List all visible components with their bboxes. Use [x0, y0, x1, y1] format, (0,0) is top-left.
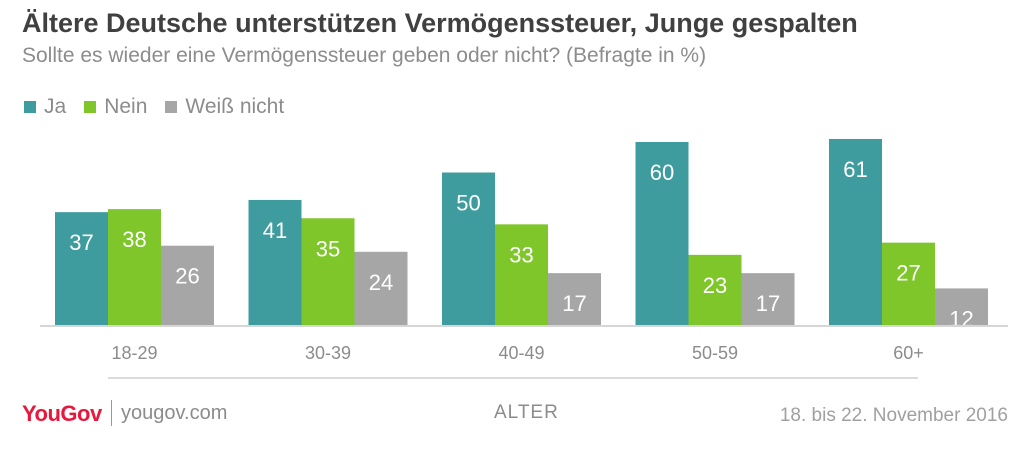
legend-item-nein: Nein	[84, 95, 147, 119]
bar-nein-50-59	[688, 254, 742, 325]
x-tick-label-50-59: 50-59	[692, 343, 738, 363]
data-label-nein-50-59: 23	[703, 273, 727, 298]
data-label-weiss-nicht-30-39: 24	[369, 270, 393, 295]
legend-label-nein: Nein	[104, 95, 148, 118]
chart-title: Ältere Deutsche unterstützen Vermögensst…	[22, 8, 858, 38]
bar-nein-30-39	[301, 218, 355, 325]
x-tick-label-40-49: 40-49	[498, 343, 544, 363]
bar-ja-50-59	[635, 142, 689, 325]
chart-subtitle: Sollte es wieder eine Vermögenssteuer ge…	[22, 44, 707, 67]
bar-weiss-nicht-40-49	[548, 273, 601, 325]
bar-weiss-nicht-30-39	[354, 251, 408, 325]
x-tick-label-30-39: 30-39	[305, 343, 351, 363]
bar-nein-60+	[882, 242, 935, 325]
data-label-weiss-nicht-18-29: 26	[175, 264, 199, 289]
data-label-nein-18-29: 38	[122, 227, 146, 252]
bar-ja-60+	[829, 138, 882, 325]
data-label-weiss-nicht-40-49: 17	[562, 291, 586, 316]
data-label-nein-40-49: 33	[509, 242, 533, 267]
footer-date: 18. bis 22. November 2016	[779, 405, 1008, 426]
legend-swatch-nein	[84, 101, 97, 113]
yougov-logo: YouGov	[22, 401, 102, 426]
bar-ja-30-39	[248, 199, 302, 325]
bar-ja-40-49	[442, 172, 495, 325]
bar-weiss-nicht-18-29	[161, 245, 214, 325]
data-label-nein-60+: 27	[896, 261, 920, 286]
legend-label-ja: Ja	[44, 95, 67, 118]
footer-divider	[111, 400, 112, 426]
data-label-ja-40-49: 50	[456, 191, 480, 216]
data-label-ja-30-39: 41	[263, 218, 287, 243]
legend-swatch-weiss-nicht	[165, 101, 178, 113]
bar-ja-18-29	[55, 212, 108, 325]
bar-weiss-nicht-60+	[935, 288, 988, 325]
footer-site-link[interactable]: yougov.com	[121, 402, 228, 424]
x-tick-label-18-29: 18-29	[111, 343, 157, 363]
bar-nein-40-49	[495, 224, 548, 325]
data-label-weiss-nicht-50-59: 17	[756, 291, 780, 316]
data-label-ja-50-59: 60	[650, 160, 674, 185]
bar-nein-18-29	[108, 209, 161, 325]
data-label-ja-18-29: 37	[69, 230, 93, 255]
data-label-nein-30-39: 35	[316, 236, 340, 261]
legend-label-weiss-nicht: Weiß nicht	[185, 95, 285, 118]
legend: Ja Nein Weiß nicht	[24, 95, 284, 119]
x-axis-title: ALTER	[494, 402, 559, 423]
data-label-ja-60+: 61	[843, 157, 867, 182]
legend-item-ja: Ja	[24, 95, 66, 119]
legend-item-weiss-nicht: Weiß nicht	[165, 95, 284, 119]
bar-weiss-nicht-50-59	[741, 273, 795, 325]
x-tick-label-60+: 60+	[893, 343, 924, 363]
legend-swatch-ja	[24, 101, 36, 113]
data-label-weiss-nicht-60+: 12	[949, 306, 973, 331]
